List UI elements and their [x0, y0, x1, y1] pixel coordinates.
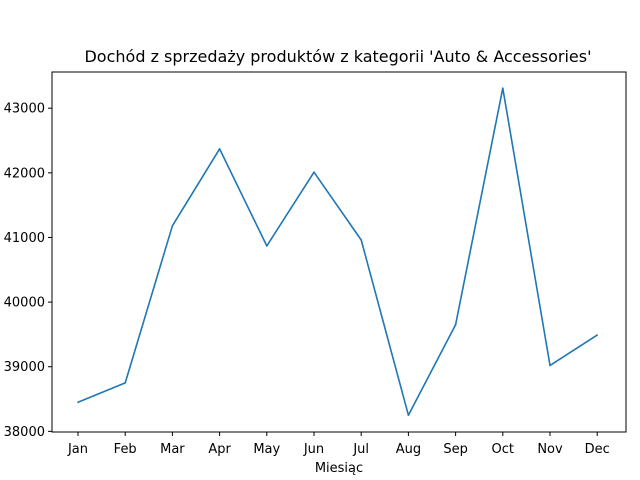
x-tick-label: Jun [303, 442, 324, 457]
y-axis: 38000 39000 40000 41000 42000 43000 [4, 102, 52, 440]
x-tick-label: May [253, 442, 280, 457]
plot-area-frame [51, 71, 627, 433]
x-tick-label: Feb [114, 442, 137, 457]
chart-title: Dochód z sprzedaży produktów z kategorii… [84, 47, 591, 66]
x-tick-label: Aug [396, 442, 421, 457]
x-tick-label: Oct [492, 442, 514, 457]
x-axis-label: Miesiąc [315, 461, 363, 476]
y-tick-label: 42000 [4, 166, 45, 181]
data-point-mar [171, 225, 174, 227]
data-point-sep [454, 323, 457, 326]
data-point-oct [502, 87, 504, 89]
y-tick-label: 38000 [4, 425, 45, 440]
data-point-apr [218, 148, 221, 150]
series-line [77, 87, 598, 417]
x-tick-label: Jul [352, 442, 369, 457]
data-point-feb [124, 382, 126, 384]
data-point-may [266, 245, 268, 247]
x-tick-label: Sep [443, 442, 468, 457]
data-point-jul [360, 239, 363, 241]
y-tick-label: 39000 [4, 360, 45, 375]
x-tick-label: Nov [537, 442, 563, 457]
data-point-dec [596, 334, 598, 336]
x-tick-label: Apr [208, 442, 231, 457]
data-point-jan [77, 401, 79, 404]
y-tick-label: 43000 [4, 102, 45, 117]
data-point-aug [407, 414, 410, 416]
x-tick-label: Dec [585, 442, 610, 457]
series-layer [77, 87, 598, 417]
y-tick-label: 41000 [4, 231, 45, 246]
y-tick-label: 40000 [4, 296, 45, 311]
data-point-nov [549, 364, 551, 367]
x-tick-label: Jan [67, 442, 88, 457]
x-tick-label: Mar [160, 442, 185, 457]
data-point-jun [313, 171, 315, 173]
x-axis: Jan Feb Mar Apr May Jun Jul Aug Sep Oct Nov Dec [67, 432, 610, 457]
